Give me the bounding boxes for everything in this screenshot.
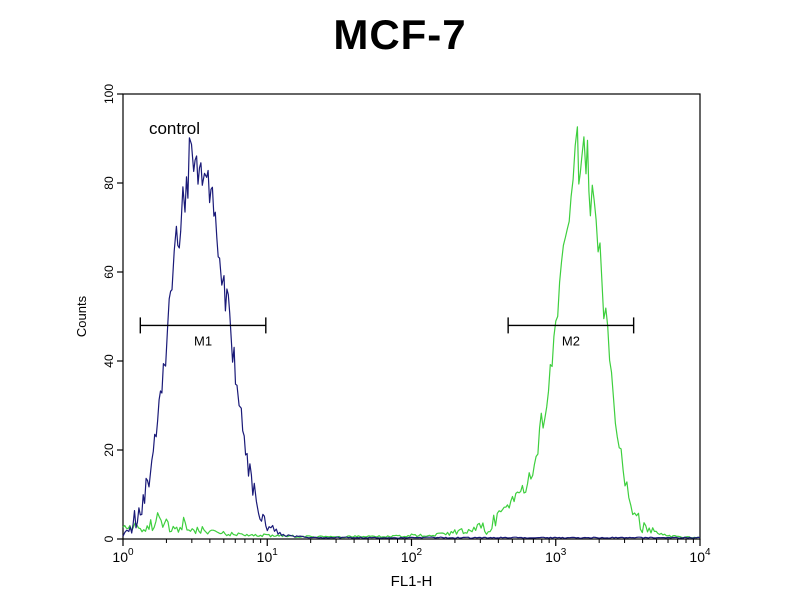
x-tick-label: 104: [689, 547, 711, 565]
gate-m2: M2: [507, 317, 635, 348]
x-tick-label: 103: [545, 547, 567, 565]
control-curve: [122, 137, 701, 539]
y-axis-label: Counts: [74, 295, 89, 337]
flow-cytometry-figure: MCF-7 100 101 102 103 104 0 20 40 60 80 100 Counts F…: [0, 14, 800, 614]
y-tick-label: 0: [102, 535, 116, 542]
x-tick-label: 101: [257, 547, 279, 565]
y-tick-label: 80: [102, 176, 116, 190]
y-tick-label: 60: [102, 265, 116, 279]
chart-title: MCF-7: [333, 11, 467, 58]
annotation-control: control: [149, 119, 200, 138]
stained-curve: [122, 126, 701, 539]
plot-frame: [122, 93, 701, 540]
y-tick-label: 20: [102, 443, 116, 457]
gate-label: M2: [562, 333, 580, 348]
gate-m1: M1: [139, 317, 267, 348]
y-tick-label: 100: [102, 84, 116, 104]
y-tick-label: 40: [102, 354, 116, 368]
plot-area: 100 101 102 103 104 0 20 40 60 80 100 Counts FL1-H M1…: [0, 64, 800, 594]
x-tick-label: 102: [401, 547, 423, 565]
gate-label: M1: [194, 333, 212, 348]
x-tick-label: 100: [112, 547, 134, 565]
x-axis-label: FL1-H: [391, 573, 433, 590]
histogram-plot: 100 101 102 103 104 0 20 40 60 80 100 Counts FL1-H M1…: [74, 84, 711, 590]
